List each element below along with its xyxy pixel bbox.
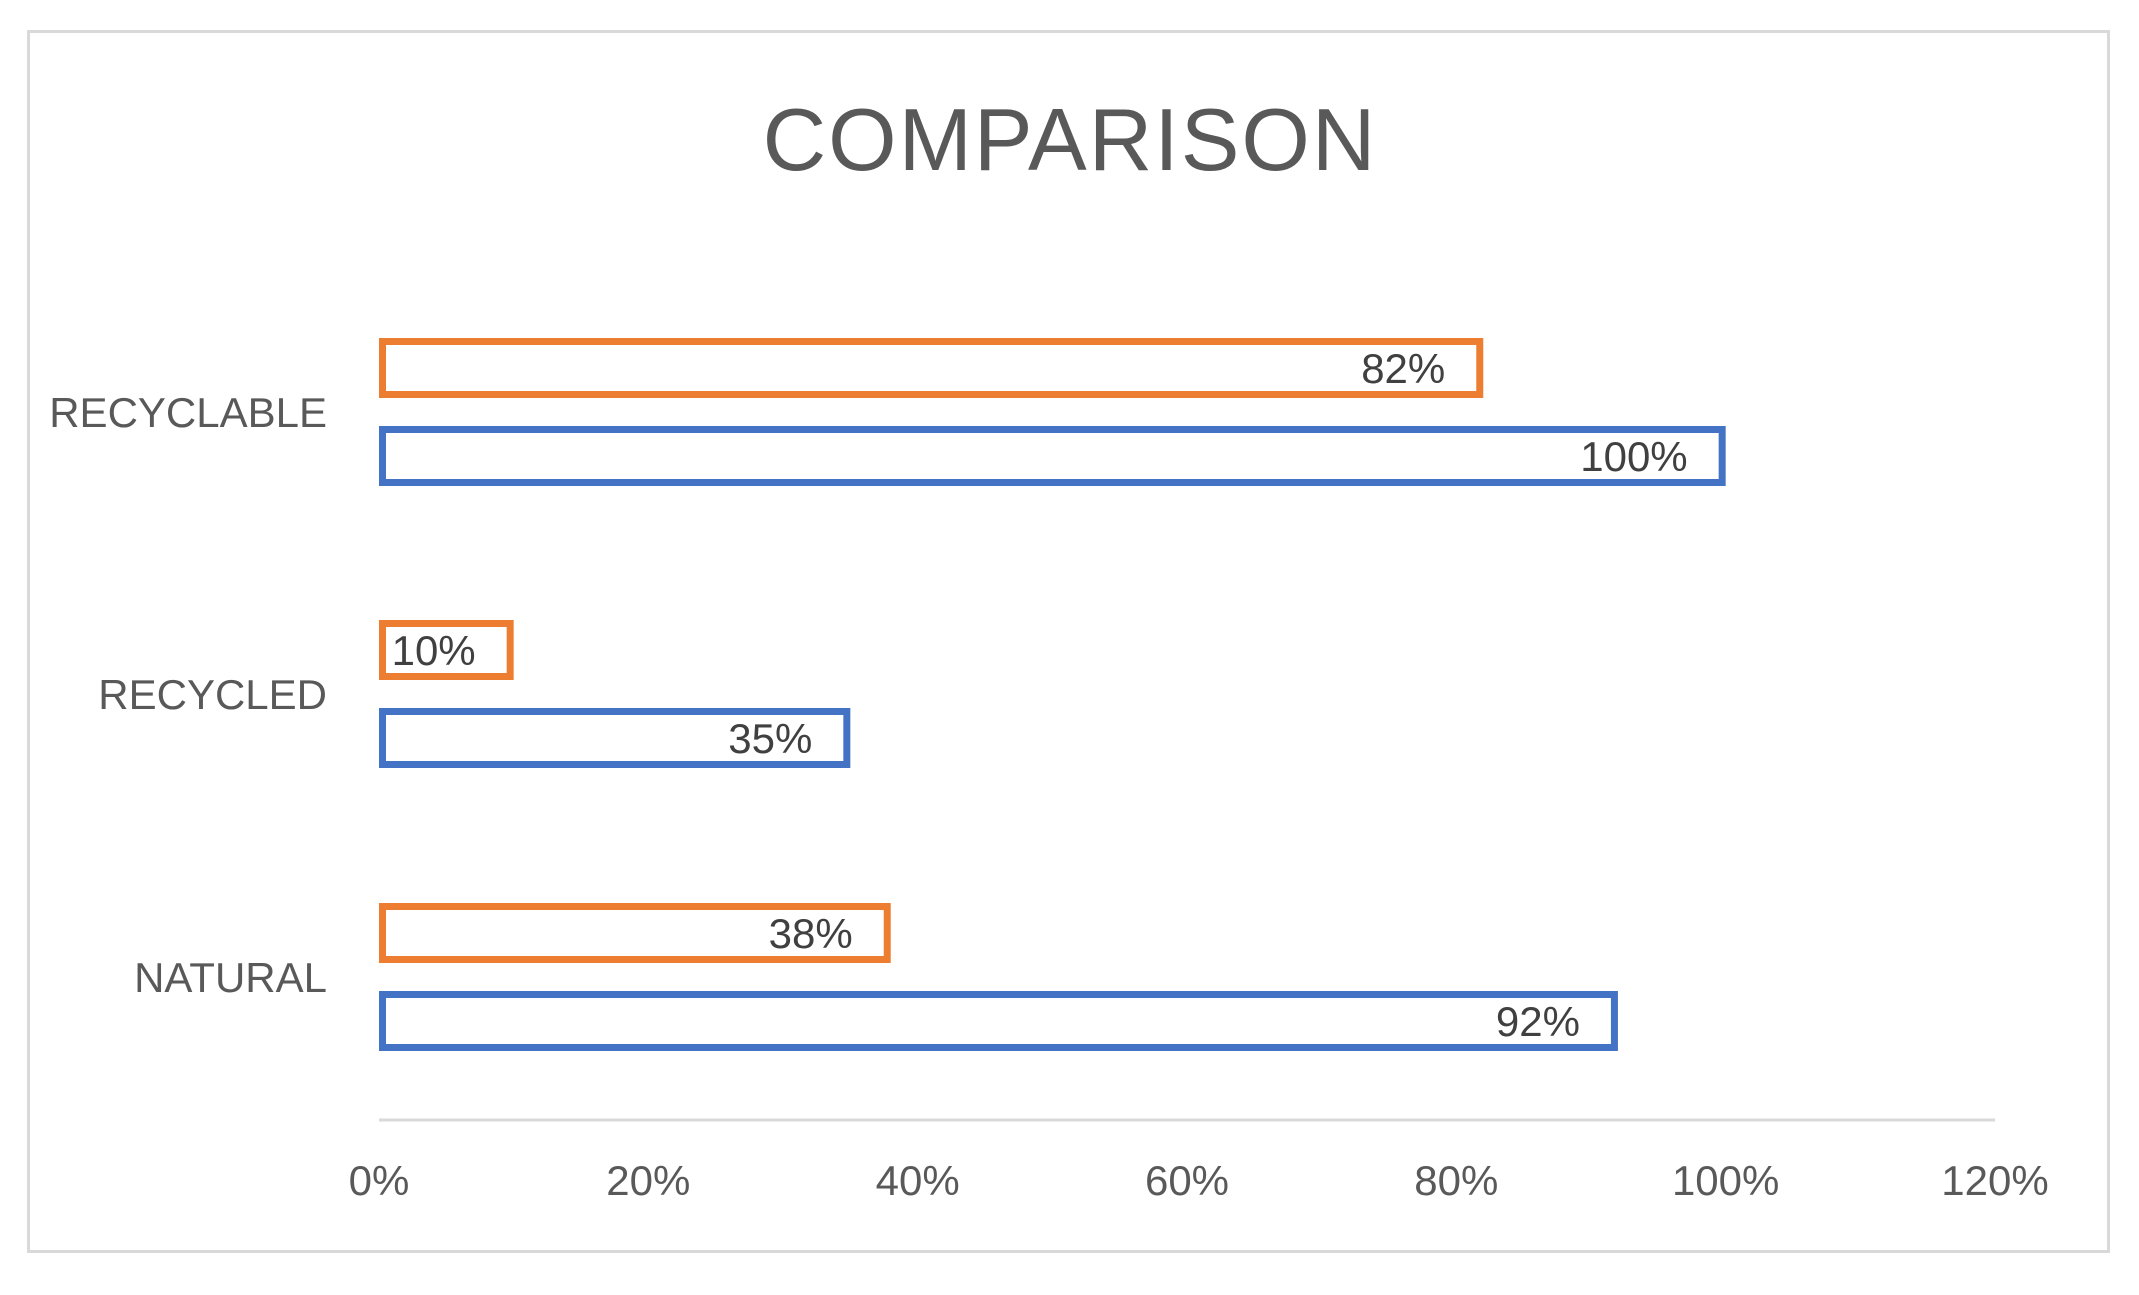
data-label: 35% [728,715,812,762]
bar [379,708,851,768]
x-tick-label: 40% [876,1157,960,1204]
bar [379,338,1484,398]
bar [379,426,1726,486]
x-tick-label: 20% [606,1157,690,1204]
bar [379,991,1618,1051]
data-label: 100% [1580,433,1687,480]
x-axis: 0% 20% 40% 60% 80% 100% 120% [349,1118,2049,1204]
category-label: RECYCLABLE [49,389,327,436]
data-label: 10% [392,627,476,674]
x-tick-label: 60% [1145,1157,1229,1204]
bar [379,903,891,963]
chart-title: COMPARISON [763,90,1378,189]
category-label: NATURAL [134,954,327,1001]
data-label: 92% [1496,998,1580,1045]
x-tick-label: 0% [349,1157,410,1204]
bars-group [379,338,1726,1051]
x-tick-label: 100% [1672,1157,1779,1204]
data-label: 38% [769,910,853,957]
bar [379,620,514,680]
x-tick-label: 120% [1941,1157,2048,1204]
data-label: 82% [1361,345,1445,392]
labels-group: RECYCLABLE 82% 100% RECYCLED 10% 35% NATURAL 38… [49,345,1687,1045]
x-tick-label: 80% [1414,1157,1498,1204]
category-label: RECYCLED [98,671,327,718]
